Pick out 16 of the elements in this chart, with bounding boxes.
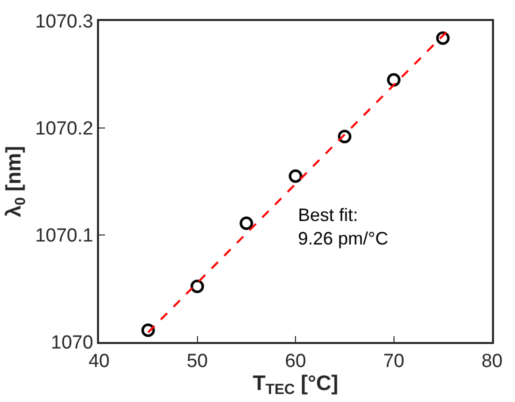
point xyxy=(141,323,155,337)
point xyxy=(387,73,400,87)
x-tick-label: 70 xyxy=(383,350,404,372)
y-tick-label: 1070.2 xyxy=(35,118,94,140)
point xyxy=(288,169,302,183)
point xyxy=(190,280,204,294)
annotation: Best fit: 9.26 pm/°C xyxy=(298,205,388,248)
x-tick-label: 80 xyxy=(481,350,503,372)
x-axis-title: T$_{TEC}$ [°C] xyxy=(252,372,338,398)
y-tick-label: 1070.3 xyxy=(35,12,94,33)
point xyxy=(436,31,450,45)
point xyxy=(338,130,352,144)
x-tick-label: 60 xyxy=(284,350,306,372)
point xyxy=(240,216,254,230)
y-tick-label: 1070.1 xyxy=(35,226,94,247)
x-tick-label: 50 xyxy=(186,350,208,372)
